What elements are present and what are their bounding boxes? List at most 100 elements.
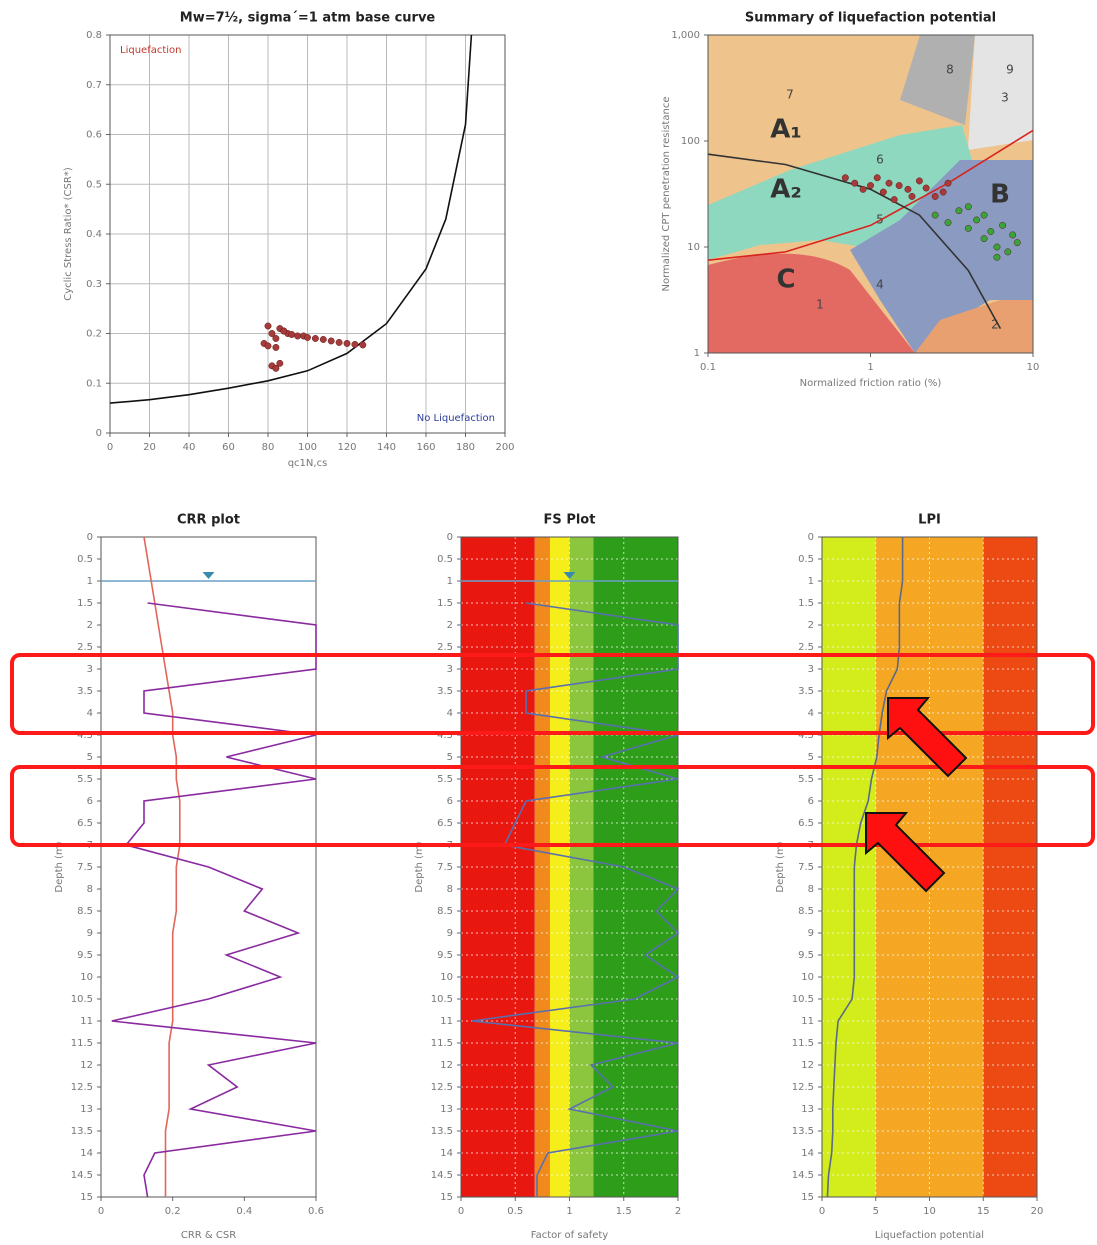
profile-line xyxy=(143,536,181,1197)
x-tick-label: 10 xyxy=(1027,362,1040,373)
point xyxy=(288,331,296,338)
y-tick-label: 6.5 xyxy=(77,818,93,829)
y-tick-label: 1.5 xyxy=(437,598,453,609)
x-tick-label: 0.5 xyxy=(507,1206,523,1217)
y-axis-label: Depth (m) xyxy=(54,841,65,892)
point xyxy=(264,342,272,350)
zone-label: 2 xyxy=(991,318,999,332)
x-tick-label: 0 xyxy=(819,1206,825,1217)
zone-area xyxy=(708,253,915,353)
y-tick-label: 1 xyxy=(447,576,453,587)
point xyxy=(915,177,923,185)
x-tick-label: 0.6 xyxy=(308,1206,324,1217)
y-tick-label: 5 xyxy=(808,752,814,763)
y-tick-label: 11 xyxy=(801,1016,814,1027)
y-tick-label: 8.5 xyxy=(798,906,814,917)
y-tick-label: 6 xyxy=(87,796,93,807)
x-tick-label: 0 xyxy=(458,1206,464,1217)
plot-frame xyxy=(460,536,679,1198)
y-tick-label: 3.5 xyxy=(77,686,93,697)
zone-label: 6 xyxy=(876,153,884,167)
y-tick-label: 8.5 xyxy=(437,906,453,917)
x-tick-label: 40 xyxy=(183,442,196,453)
point xyxy=(993,243,1001,251)
x-tick-label: 200 xyxy=(495,442,514,453)
y-tick-label: 0 xyxy=(96,428,102,439)
point xyxy=(973,216,981,224)
x-tick-label: 1 xyxy=(867,362,873,373)
point xyxy=(276,359,284,367)
x-tick-label: 10 xyxy=(923,1206,936,1217)
chart-title: Mw=7½, sigma´=1 atm base curve xyxy=(180,11,436,26)
y-tick-label: 3.5 xyxy=(437,686,453,697)
x-tick-label: 20 xyxy=(143,442,156,453)
plot-frame xyxy=(821,536,1038,1198)
y-tick-label: 10.5 xyxy=(431,994,453,1005)
point xyxy=(867,182,874,189)
profile-line xyxy=(471,602,680,1197)
y-tick-label: 0.4 xyxy=(86,229,102,240)
y-tick-label: 4 xyxy=(808,708,814,719)
y-tick-label: 7.5 xyxy=(437,862,453,873)
x-tick-label: 1 xyxy=(566,1206,572,1217)
y-tick-label: 9 xyxy=(447,928,453,939)
y-tick-label: 10 xyxy=(80,972,93,983)
point xyxy=(304,334,311,341)
y-tick-label: 13.5 xyxy=(792,1126,814,1137)
x-tick-label: 60 xyxy=(222,442,235,453)
zone-area xyxy=(968,35,1033,150)
point xyxy=(980,211,988,219)
x-tick-label: 15 xyxy=(977,1206,990,1217)
x-tick-label: 160 xyxy=(416,442,435,453)
y-tick-label: 8 xyxy=(87,884,93,895)
point xyxy=(922,184,930,192)
y-tick-label: 4.5 xyxy=(437,730,453,741)
y-tick-label: 13.5 xyxy=(431,1126,453,1137)
chart-title: LPI xyxy=(918,513,941,528)
y-tick-label: 0 xyxy=(808,532,814,543)
curve xyxy=(109,34,473,404)
y-tick-label: 3 xyxy=(87,664,93,675)
point xyxy=(351,340,359,348)
highlight-box xyxy=(10,653,1095,735)
y-tick-label: 4 xyxy=(87,708,93,719)
y-tick-label: 14 xyxy=(80,1148,93,1159)
y-tick-label: 6.5 xyxy=(798,818,814,829)
y-tick-label: 3 xyxy=(447,664,453,675)
y-tick-label: 9.5 xyxy=(77,950,93,961)
point xyxy=(879,188,887,196)
point xyxy=(272,364,280,372)
x-tick-label: 100 xyxy=(298,442,317,453)
y-tick-label: 10 xyxy=(440,972,453,983)
y-tick-label: 0.5 xyxy=(86,179,102,190)
y-tick-label: 0.6 xyxy=(86,130,102,141)
point xyxy=(327,337,335,345)
y-tick-label: 13 xyxy=(80,1104,93,1115)
y-tick-label: 1.5 xyxy=(77,598,93,609)
zone-label: 8 xyxy=(946,63,954,77)
y-tick-label: 2.5 xyxy=(798,642,814,653)
point xyxy=(987,228,995,235)
highlight-box xyxy=(10,765,1095,847)
y-tick-label: 9.5 xyxy=(437,950,453,961)
y-tick-label: 0.5 xyxy=(437,554,453,565)
chart-title: CRR plot xyxy=(177,513,240,528)
zone-area xyxy=(850,160,1033,353)
y-tick-label: 4.5 xyxy=(77,730,93,741)
water-table-marker xyxy=(202,572,215,579)
point xyxy=(908,192,916,200)
y-tick-label: 12.5 xyxy=(71,1082,93,1093)
y-tick-label: 14.5 xyxy=(431,1170,453,1181)
y-tick-label: 9.5 xyxy=(798,950,814,961)
annotation: No Liquefaction xyxy=(417,413,495,424)
y-tick-label: 12 xyxy=(801,1060,814,1071)
point xyxy=(272,343,280,351)
x-axis-label: qc1N,cs xyxy=(288,458,328,469)
y-tick-label: 10 xyxy=(801,972,814,983)
y-tick-label: 8 xyxy=(447,884,453,895)
y-tick-label: 1 xyxy=(694,348,700,359)
x-tick-label: 0 xyxy=(98,1206,104,1217)
point xyxy=(980,235,988,243)
point xyxy=(931,192,939,200)
y-tick-label: 6.5 xyxy=(437,818,453,829)
